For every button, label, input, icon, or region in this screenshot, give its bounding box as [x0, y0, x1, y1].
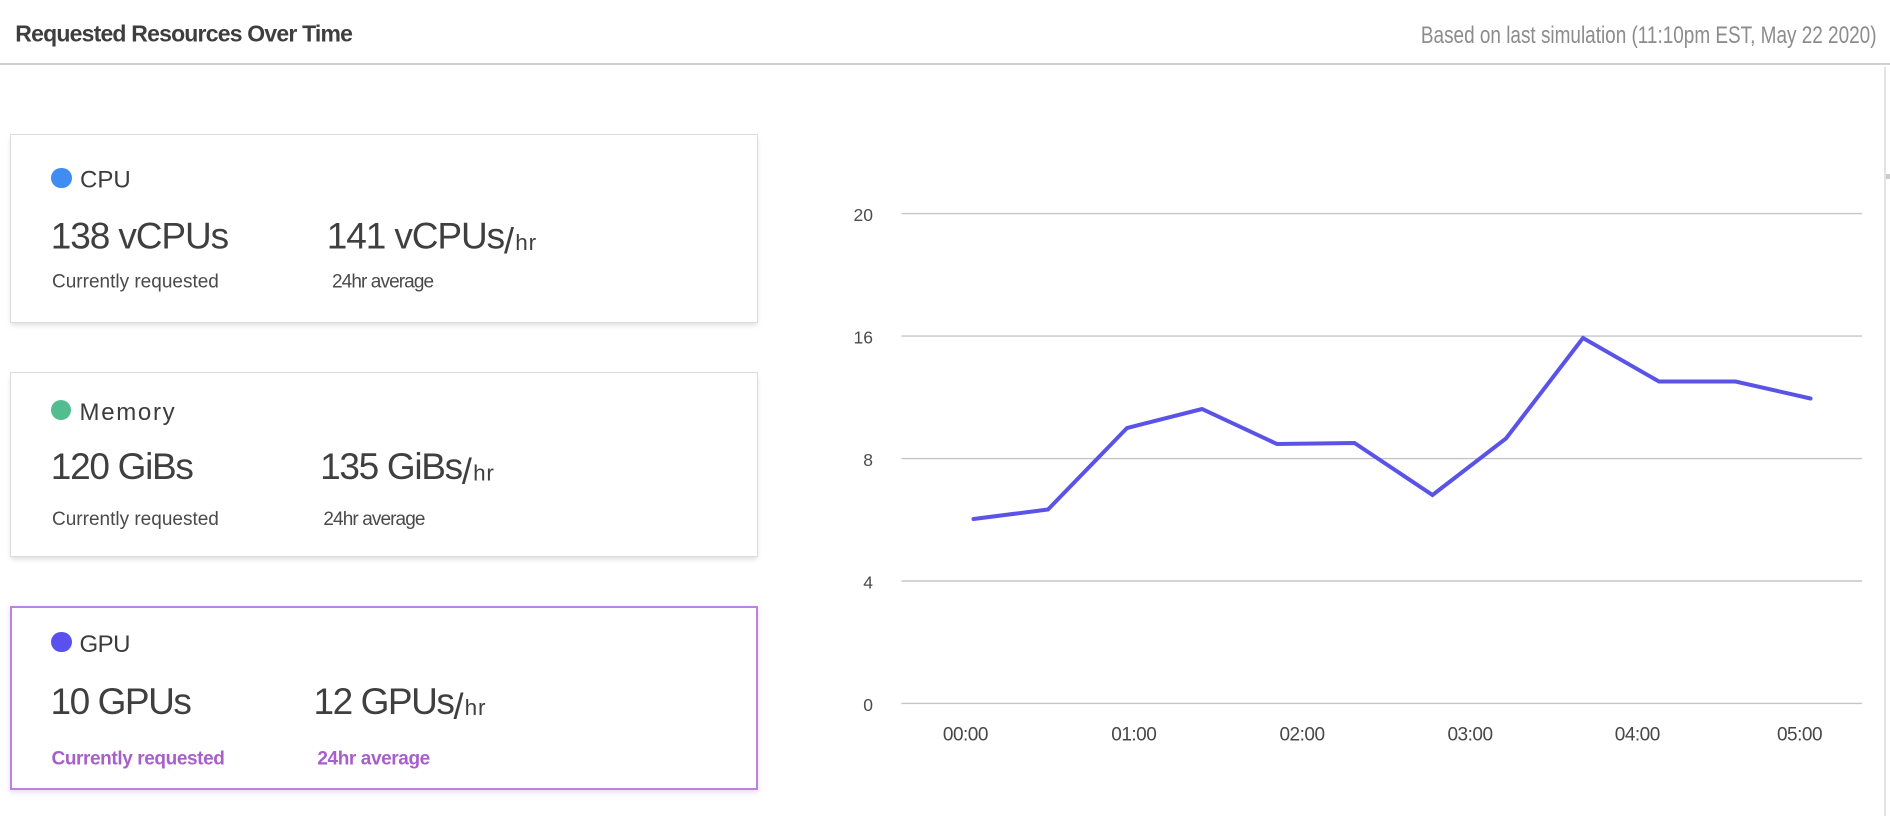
- svg-text:GPU: GPU: [80, 631, 131, 658]
- svg-text:138 vCPUs: 138 vCPUs: [51, 216, 229, 257]
- svg-text:Based on last simulation (11:1: Based on last simulation (11:10pm EST, M…: [1421, 21, 1877, 49]
- svg-text:00:00: 00:00: [943, 725, 988, 746]
- svg-text:135 GiBs/hr: 135 GiBs/hr: [320, 446, 495, 492]
- svg-text:04:00: 04:00: [1615, 725, 1660, 746]
- svg-text:24hr average: 24hr average: [332, 272, 434, 293]
- svg-text:10 GPUs: 10 GPUs: [51, 681, 192, 722]
- svg-text:01:00: 01:00: [1111, 725, 1156, 746]
- svg-text:Memory: Memory: [80, 399, 177, 426]
- svg-text:16: 16: [854, 328, 873, 348]
- svg-text:02:00: 02:00: [1279, 725, 1324, 746]
- svg-text:20: 20: [854, 205, 874, 225]
- svg-text:03:00: 03:00: [1447, 725, 1492, 746]
- svg-text:24hr average: 24hr average: [317, 749, 429, 770]
- svg-text:0: 0: [863, 695, 873, 715]
- svg-text:12 GPUs/hr: 12 GPUs/hr: [314, 681, 487, 727]
- svg-text:8: 8: [863, 450, 873, 470]
- svg-text:141 vCPUs/hr: 141 vCPUs/hr: [327, 216, 537, 262]
- svg-text:24hr average: 24hr average: [323, 509, 425, 530]
- svg-text:Currently requested: Currently requested: [52, 272, 219, 293]
- svg-text:05:00: 05:00: [1777, 725, 1822, 746]
- svg-text:Currently requested: Currently requested: [52, 509, 219, 530]
- svg-text:Currently requested: Currently requested: [52, 749, 225, 770]
- svg-text:4: 4: [863, 573, 873, 593]
- svg-text:CPU: CPU: [80, 167, 131, 194]
- svg-text:120 GiBs: 120 GiBs: [51, 446, 194, 487]
- svg-text:Requested Resources Over Time: Requested Resources Over Time: [15, 20, 352, 46]
